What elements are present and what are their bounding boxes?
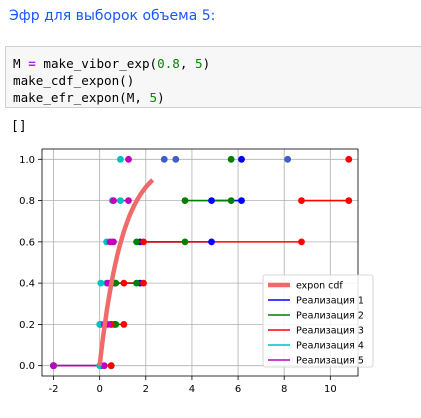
x-tick-label: 10 bbox=[324, 384, 337, 395]
ecdf-point bbox=[345, 155, 353, 163]
ecdf-point bbox=[133, 279, 140, 287]
ecdf-point bbox=[110, 238, 117, 246]
ecdf-point bbox=[117, 197, 124, 204]
x-tick-label: 0 bbox=[96, 384, 102, 395]
x-tick-label: 6 bbox=[235, 384, 241, 395]
ecdf-point bbox=[120, 279, 128, 287]
ecdf-point bbox=[140, 279, 147, 287]
cell-output-text: [] bbox=[11, 119, 27, 134]
y-tick-label: 0.4 bbox=[19, 279, 35, 290]
y-tick-label: 0.2 bbox=[19, 320, 35, 331]
y-tick-label: 0.8 bbox=[19, 196, 35, 207]
ecdf-point bbox=[181, 197, 189, 204]
ecdf-point bbox=[160, 155, 168, 163]
ecdf-point bbox=[112, 279, 120, 287]
ecdf-point bbox=[208, 197, 215, 204]
ecdf-point bbox=[238, 155, 245, 163]
x-tick-label: 8 bbox=[281, 384, 287, 395]
ecdf-point bbox=[172, 155, 180, 163]
axes-frame bbox=[41, 148, 359, 377]
plot-container: -2 0 2 4 6 8 10 0.0 0.2 0.4 0.6 0.8 1.0 expon cdf Реал… bbox=[0, 140, 421, 418]
code-cell[interactable]: M = make_vibor_exp(0.8, 5) make_cdf_expo… bbox=[5, 46, 421, 108]
legend-label: expon cdf bbox=[296, 281, 343, 292]
ecdf-point bbox=[140, 238, 147, 246]
ecdf-point bbox=[208, 238, 215, 246]
legend-label: Реализация 5 bbox=[296, 356, 364, 367]
ecdf-point bbox=[284, 155, 292, 163]
ecdf-point bbox=[133, 238, 140, 246]
ecdf-point bbox=[227, 197, 235, 204]
ecdf-point bbox=[298, 238, 305, 246]
legend-label: Реализация 4 bbox=[296, 341, 364, 352]
code-line-2: make_cdf_expon() bbox=[13, 73, 135, 88]
ecdf-point bbox=[125, 155, 132, 163]
legend-label: Реализация 3 bbox=[296, 326, 364, 337]
ecdf-point bbox=[345, 197, 353, 204]
ecdf-point bbox=[117, 155, 124, 163]
x-tick-label: 2 bbox=[143, 384, 149, 395]
ecdf-point bbox=[120, 321, 128, 328]
y-tick-label: 1.0 bbox=[19, 155, 35, 166]
markdown-heading: Эфр для выборок объема 5: bbox=[9, 8, 216, 24]
x-tick-label: 4 bbox=[189, 384, 195, 395]
legend-label: Реализация 1 bbox=[296, 296, 364, 307]
ecdf-point bbox=[227, 155, 235, 163]
legend-box bbox=[262, 274, 374, 368]
code-editor[interactable]: M = make_vibor_exp(0.8, 5) make_cdf_expo… bbox=[6, 47, 421, 106]
x-tick-label: -2 bbox=[49, 384, 59, 395]
ecdf-point bbox=[50, 362, 57, 370]
ecdf-point bbox=[298, 197, 305, 204]
legend-label: Реализация 2 bbox=[296, 311, 364, 322]
ecdf-point bbox=[107, 362, 115, 370]
code-line-3: make_efr_expon(M, 5) bbox=[13, 90, 165, 105]
y-tick-label: 0.0 bbox=[19, 361, 35, 372]
ecdf-point bbox=[100, 362, 108, 370]
y-tick-label: 0.6 bbox=[19, 237, 35, 248]
code-line-1: M = make_vibor_exp(0.8, 5) bbox=[13, 56, 211, 71]
ecdf-point bbox=[110, 197, 117, 204]
ecdf-point bbox=[97, 279, 105, 287]
ecdf-point bbox=[181, 238, 189, 246]
ecdf-point bbox=[238, 197, 245, 204]
cdf-curve bbox=[97, 178, 155, 366]
ecdf-point bbox=[125, 197, 132, 204]
ecdf-chart: -2 0 2 4 6 8 10 0.0 0.2 0.4 0.6 0.8 1.0 expon cdf Реал… bbox=[19, 148, 374, 395]
